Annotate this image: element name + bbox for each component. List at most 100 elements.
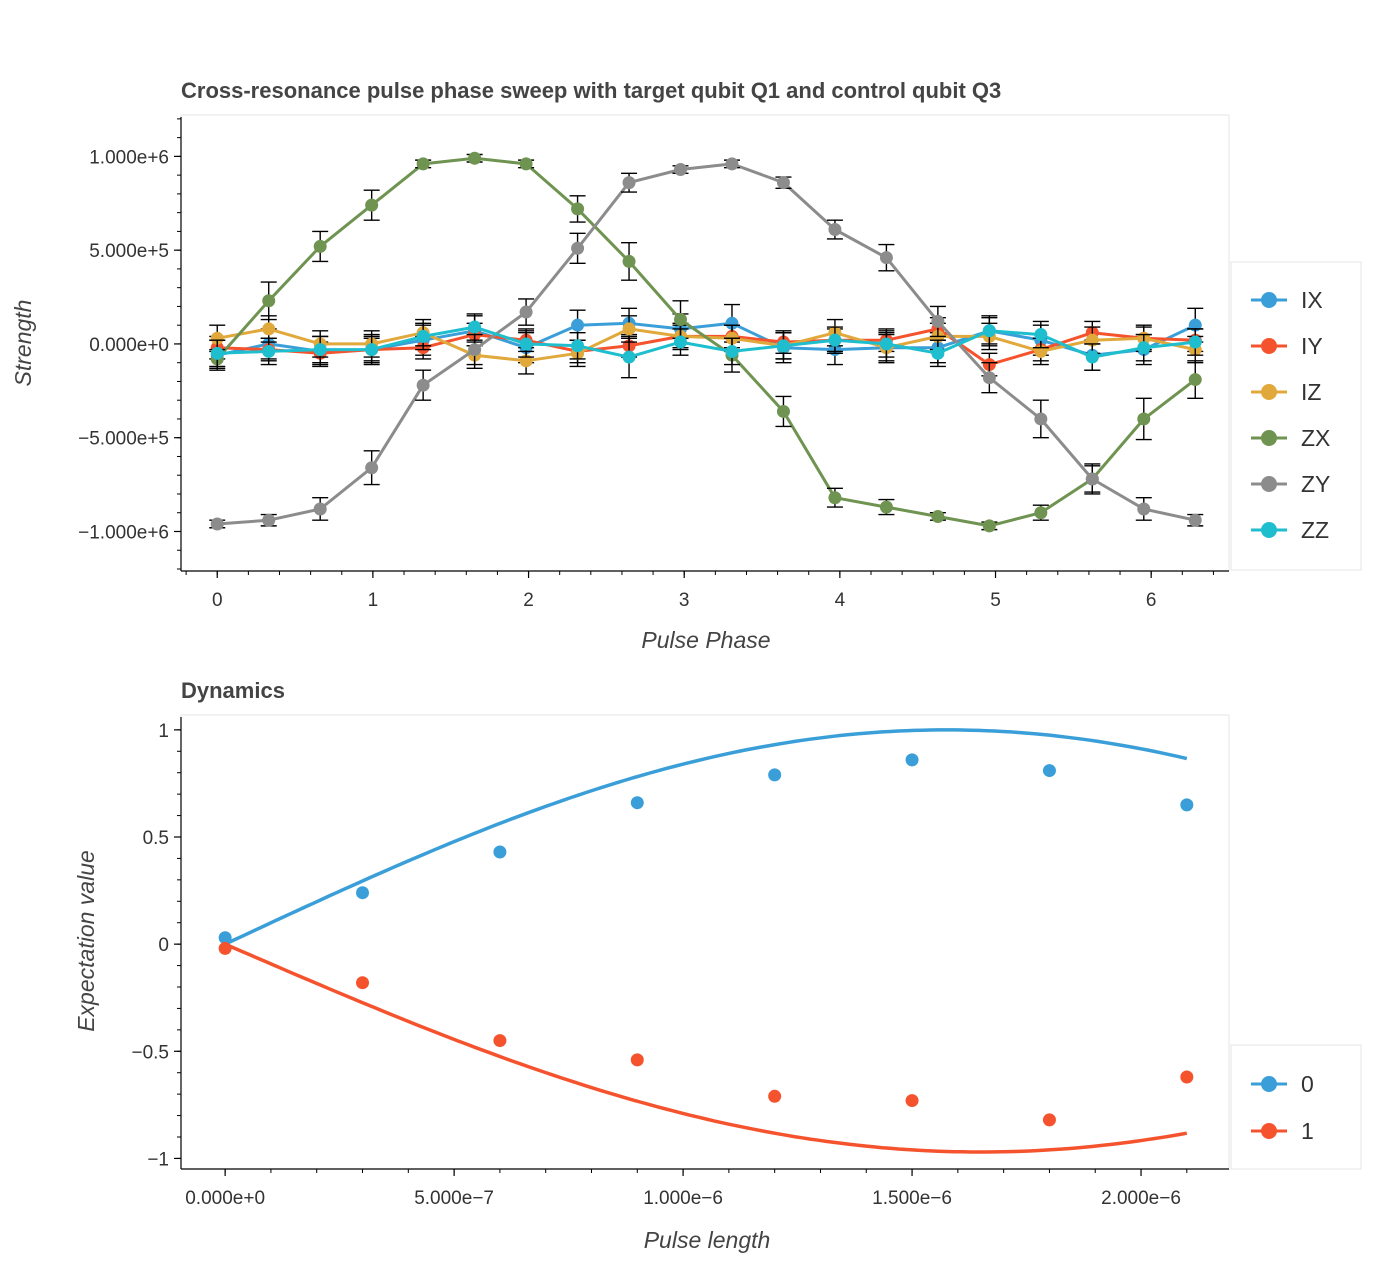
chart-title: Cross-resonance pulse phase sweep with t…	[181, 78, 1001, 103]
point-IZ	[210, 331, 224, 345]
point-ZX	[828, 491, 842, 505]
legend-marker-ZZ	[1261, 522, 1277, 538]
point-ZX	[262, 294, 276, 308]
point-ZZ	[365, 343, 379, 357]
point-1	[493, 1034, 507, 1048]
point-0	[1180, 798, 1194, 812]
point-ZY	[262, 513, 276, 527]
point-ZY	[571, 241, 585, 255]
legend-label-IZ: IZ	[1301, 379, 1321, 405]
legend-label-ZZ: ZZ	[1301, 517, 1329, 543]
x-tick-label: 2.000e−6	[1101, 1188, 1181, 1209]
y-axis-label: Strength	[10, 300, 36, 387]
series-1	[218, 941, 1194, 1154]
point-ZY	[468, 343, 482, 357]
point-ZX	[519, 157, 533, 171]
point-ZX	[982, 519, 996, 533]
series-line-ZX	[216, 156, 1197, 528]
y-tick-label: 5.000e+5	[89, 241, 169, 262]
point-ZZ	[879, 337, 893, 351]
plot-area	[180, 714, 1230, 1170]
point-IX	[725, 316, 739, 330]
legend-marker-IZ	[1261, 384, 1277, 400]
point-ZX	[313, 239, 327, 253]
point-ZZ	[1188, 335, 1202, 349]
x-axis-label: Pulse Phase	[641, 627, 770, 653]
point-ZZ	[313, 343, 327, 357]
legend-marker-IY	[1261, 338, 1277, 354]
point-ZX	[931, 509, 945, 523]
point-1	[905, 1094, 919, 1108]
axes: 0.000e+0 5.000e−7 1.000e−6 1.500e−6 2.000e−6…	[131, 717, 1229, 1209]
legend-box	[1230, 261, 1362, 571]
x-tick-label: 5.000e−7	[414, 1188, 494, 1209]
point-ZY	[313, 502, 327, 516]
series-ZX	[209, 151, 1204, 533]
legend-label-ZX: ZX	[1301, 425, 1330, 451]
y-tick-label: 0.5	[143, 828, 169, 849]
point-ZY	[931, 314, 945, 328]
y-tick-label: 1	[158, 721, 169, 742]
point-1	[1042, 1113, 1056, 1127]
chart-dynamics: Dynamics 0.000e+0 5.000e−7 1.000e−6 1.500e−…	[73, 678, 1362, 1253]
point-IZ	[262, 322, 276, 336]
point-ZX	[468, 151, 482, 165]
legend-marker-0	[1261, 1076, 1277, 1092]
x-tick-label: 6	[1146, 590, 1157, 611]
x-tick-label: 3	[679, 590, 690, 611]
point-ZY	[1188, 513, 1202, 527]
legend-marker-ZY	[1261, 476, 1277, 492]
point-ZY	[725, 157, 739, 171]
point-ZY	[210, 517, 224, 531]
point-ZY	[879, 251, 893, 265]
point-0	[768, 768, 782, 782]
legend-entries: IX IY IZ ZX ZY ZZ	[1251, 287, 1330, 543]
point-ZY	[828, 223, 842, 237]
point-ZZ	[1034, 328, 1048, 342]
legend-box	[1230, 1044, 1362, 1170]
point-0	[1042, 764, 1056, 778]
point-ZY	[982, 371, 996, 385]
point-ZY	[1137, 502, 1151, 516]
series-line-ZY	[217, 162, 1196, 526]
y-tick-label: −0.5	[131, 1042, 169, 1063]
point-ZX	[674, 313, 688, 327]
x-tick-label: 0	[212, 590, 223, 611]
point-ZZ	[519, 337, 533, 351]
point-ZZ	[571, 339, 585, 353]
point-ZY	[622, 176, 636, 190]
legend-marker-IX	[1261, 292, 1277, 308]
point-ZY	[416, 378, 430, 392]
y-tick-label: 0.000e+0	[89, 335, 169, 356]
y-tick-label: −1.000e+6	[78, 522, 169, 543]
legend-label-IX: IX	[1301, 287, 1323, 313]
point-0	[493, 845, 507, 859]
point-ZZ	[725, 344, 739, 358]
point-ZX	[571, 202, 585, 216]
point-ZX	[776, 404, 790, 418]
y-tick-label: −5.000e+5	[78, 429, 169, 450]
x-tick-label: 4	[835, 590, 846, 611]
legend-label-1: 1	[1301, 1118, 1314, 1144]
point-ZX	[1137, 412, 1151, 426]
point-0	[218, 931, 232, 945]
point-0	[356, 886, 370, 900]
point-IX	[571, 318, 585, 332]
legend-entries: 01	[1251, 1071, 1314, 1144]
series-ZZ	[209, 313, 1204, 379]
axes: 0 1 2 3 4 5 6 1.000e+6 5.000e+5 0.000e+0 −5.000e+5…	[78, 117, 1229, 611]
x-tick-label: 5	[990, 590, 1001, 611]
legend-label-0: 0	[1301, 1071, 1314, 1097]
y-tick-label: −1	[147, 1149, 169, 1170]
point-ZX	[1188, 373, 1202, 387]
point-ZZ	[776, 339, 790, 353]
point-1	[630, 1053, 644, 1067]
point-ZZ	[622, 350, 636, 364]
x-tick-label: 1	[368, 590, 379, 611]
legend-marker-1	[1261, 1123, 1277, 1139]
fit-curve-0	[224, 728, 1188, 946]
legend: IX IY IZ ZX ZY ZZ	[1230, 261, 1362, 571]
point-1	[768, 1089, 782, 1103]
